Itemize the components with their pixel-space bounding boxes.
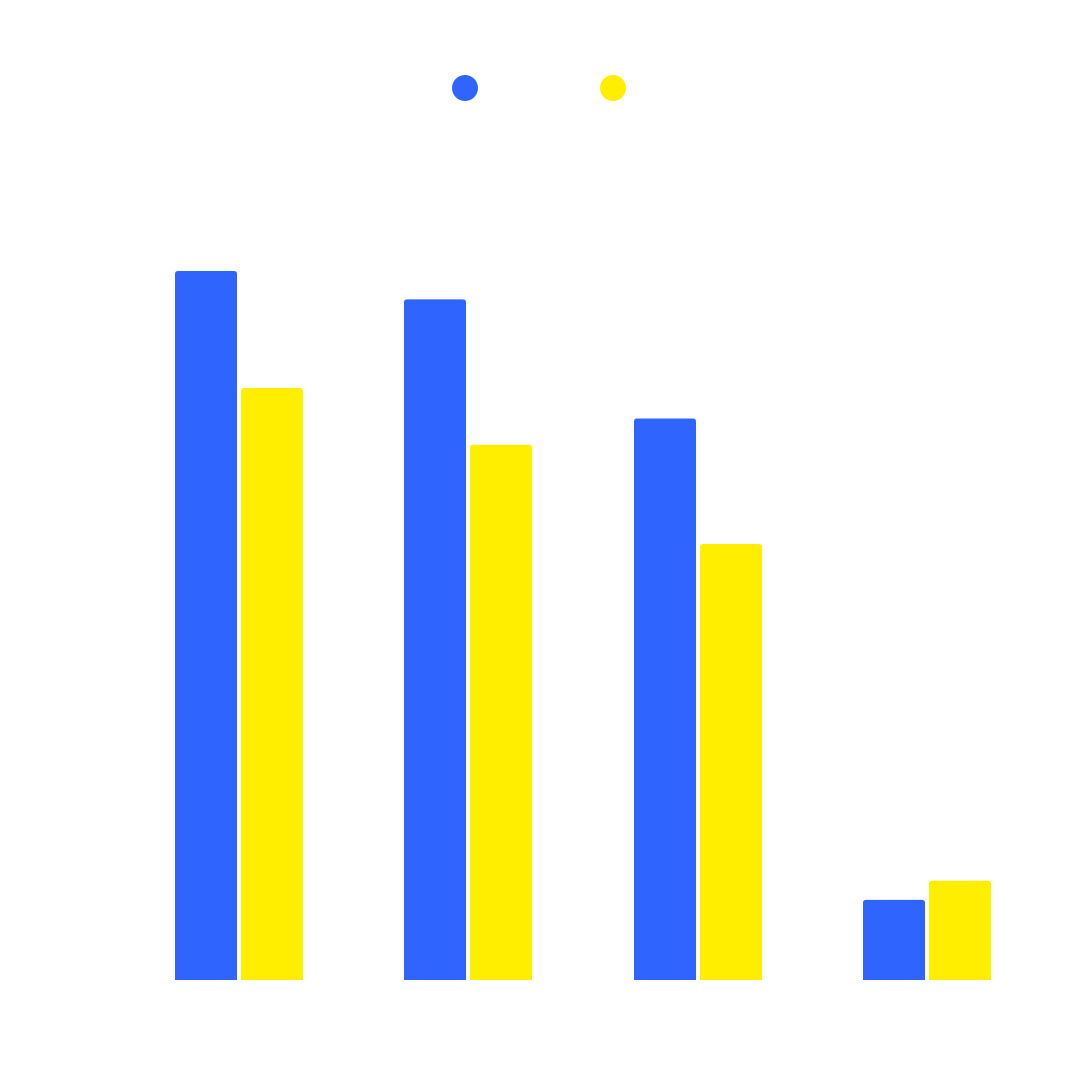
legend-marker-series1 (452, 75, 478, 101)
bar-series2-category4 (929, 880, 991, 980)
bar-series1-category3 (634, 418, 696, 980)
bar-series2-category1 (241, 387, 303, 980)
bar-series1-category2 (404, 299, 466, 980)
bar-series2-category3 (700, 543, 762, 980)
bar-series1-category4 (863, 899, 925, 980)
bar-series2-category2 (470, 444, 532, 981)
legend-marker-series2 (600, 75, 626, 101)
bars-group (175, 271, 991, 981)
chart-legend (452, 75, 626, 101)
bar-series1-category1 (175, 271, 237, 980)
